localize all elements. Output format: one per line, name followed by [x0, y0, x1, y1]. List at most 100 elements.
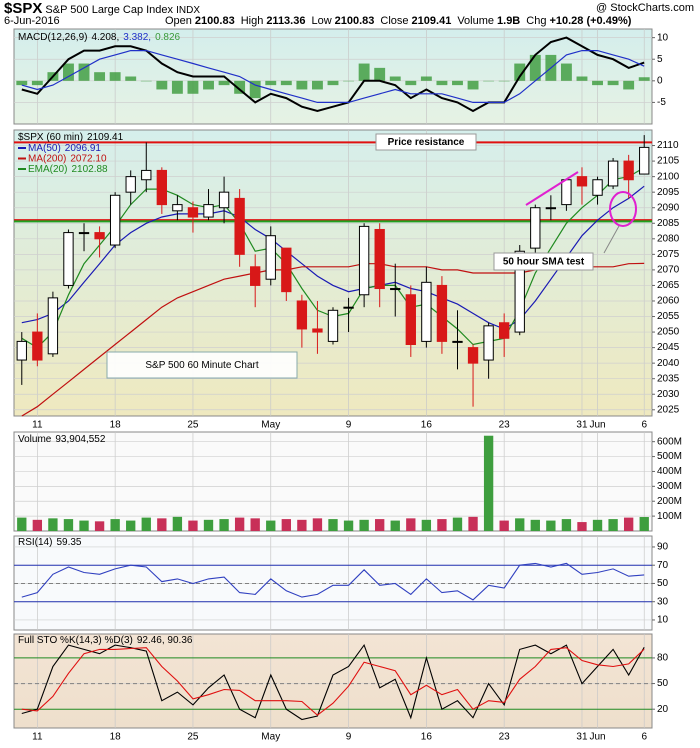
legend-value: 92.46, 90.36 — [137, 635, 193, 646]
volume-bar — [94, 521, 105, 531]
x-tick-label: 25 — [187, 732, 199, 743]
x-tick-label: 31 — [576, 732, 588, 743]
annotation-box — [375, 133, 477, 151]
y-tick-label: 90 — [657, 542, 669, 553]
date: 6-Jun-2016 — [4, 15, 60, 27]
candle-body — [405, 294, 416, 345]
candle-body — [327, 309, 339, 342]
candle-body — [125, 176, 136, 193]
candle-body — [16, 340, 27, 361]
y-tick-label: 2045 — [657, 342, 680, 353]
legend-value: 59.35 — [56, 537, 81, 548]
indicator-line — [21, 562, 645, 601]
volume-bar — [375, 519, 385, 531]
histogram-bar — [638, 77, 650, 81]
y-tick-label: 2030 — [657, 389, 680, 400]
histogram-bar — [483, 80, 495, 82]
volume-bar — [608, 519, 618, 531]
candle-body — [514, 250, 525, 333]
volume-bar — [157, 518, 167, 531]
histogram-bar — [576, 76, 588, 81]
candle-body — [530, 207, 541, 249]
histogram-bar — [296, 80, 308, 90]
quote-label: Chg — [526, 15, 547, 27]
volume-bar — [281, 519, 291, 531]
legend-value: 4.208, — [91, 32, 119, 43]
histogram-bar — [280, 80, 292, 86]
histogram-bar — [623, 80, 635, 90]
candle-body — [296, 300, 308, 330]
quote-label: Volume — [457, 15, 495, 27]
volume-bar — [328, 519, 338, 531]
volume-bar — [48, 518, 58, 531]
overlay-line — [21, 185, 645, 330]
y-tick-label: 2080 — [657, 233, 680, 244]
volume-bar — [561, 519, 572, 531]
y-tick-label: 2100 — [657, 171, 680, 182]
histogram-bar — [529, 54, 541, 81]
volume-bar — [63, 519, 74, 531]
candle-body — [218, 191, 230, 209]
candle-body — [561, 179, 572, 206]
volume-bar — [577, 522, 587, 531]
histogram-bar — [311, 80, 323, 90]
histogram-bar — [31, 80, 43, 86]
candle-body — [592, 179, 603, 196]
x-tick-label: 6 — [641, 732, 647, 743]
y-tick-label: 2095 — [657, 187, 680, 198]
y-tick-label: 2055 — [657, 311, 680, 322]
volume-bar — [530, 519, 540, 531]
volume-bar — [483, 435, 494, 531]
histogram-bar — [249, 80, 261, 99]
quote-value: 2113.36 — [266, 15, 306, 27]
candle-body — [312, 328, 323, 333]
legend-value: 2109.41 — [87, 132, 124, 143]
quote-item: Low 2100.83 — [311, 15, 374, 27]
legend-title: MACD(12,26,9) — [18, 32, 87, 43]
volume-bar — [468, 516, 478, 531]
histogram-bar — [16, 80, 28, 86]
legend-name: MA(200) — [28, 153, 66, 164]
y-tick-label: 2050 — [657, 327, 680, 338]
volume-bar — [312, 518, 323, 531]
y-tick-label: 50 — [657, 578, 669, 589]
y-tick-label: 2060 — [657, 296, 680, 307]
candle-body — [421, 281, 432, 342]
x-tick-label: 6 — [641, 420, 647, 431]
y-tick-label: 5 — [657, 54, 663, 65]
y-tick-label: 20 — [657, 704, 669, 715]
macd-line — [21, 50, 645, 103]
x-tick-label: 18 — [110, 420, 122, 431]
annotation-box — [493, 252, 594, 271]
legend-value: 2072.10 — [70, 153, 107, 164]
quote: Open 2100.83 High 2113.36 Low 2100.83 Close 210… — [165, 15, 637, 27]
volume-bar — [141, 517, 151, 531]
histogram-bar — [140, 80, 152, 82]
histogram-bar — [203, 80, 214, 90]
volume-bar — [421, 519, 432, 531]
x-tick-label: Jun — [589, 732, 605, 743]
volume-bar — [546, 520, 556, 531]
candle-body — [623, 160, 634, 181]
exchange: INDX — [176, 5, 201, 16]
candle-body — [47, 297, 59, 355]
annotation: S&P 500 60 Minute Chart — [145, 360, 258, 371]
y-tick-label: 0 — [657, 75, 663, 86]
candle-body — [109, 194, 121, 246]
histogram-bar — [156, 80, 168, 90]
volume-bar — [499, 520, 509, 531]
histogram-bar — [436, 80, 448, 86]
y-tick-label: 2105 — [657, 156, 680, 167]
candle-body — [607, 160, 619, 187]
y-tick-label: 200M — [657, 496, 682, 507]
copyright: @ StockCharts.com — [596, 2, 694, 14]
candle-body — [281, 247, 292, 293]
legend-value: 0.826 — [155, 32, 180, 43]
candle-body — [234, 197, 245, 255]
candle-body — [156, 169, 167, 206]
histogram-bar — [234, 80, 246, 94]
quote-value: 2109.41 — [411, 15, 452, 27]
y-tick-label: 100M — [657, 511, 682, 522]
volume-bar — [250, 518, 260, 531]
histogram-bar — [405, 80, 417, 86]
